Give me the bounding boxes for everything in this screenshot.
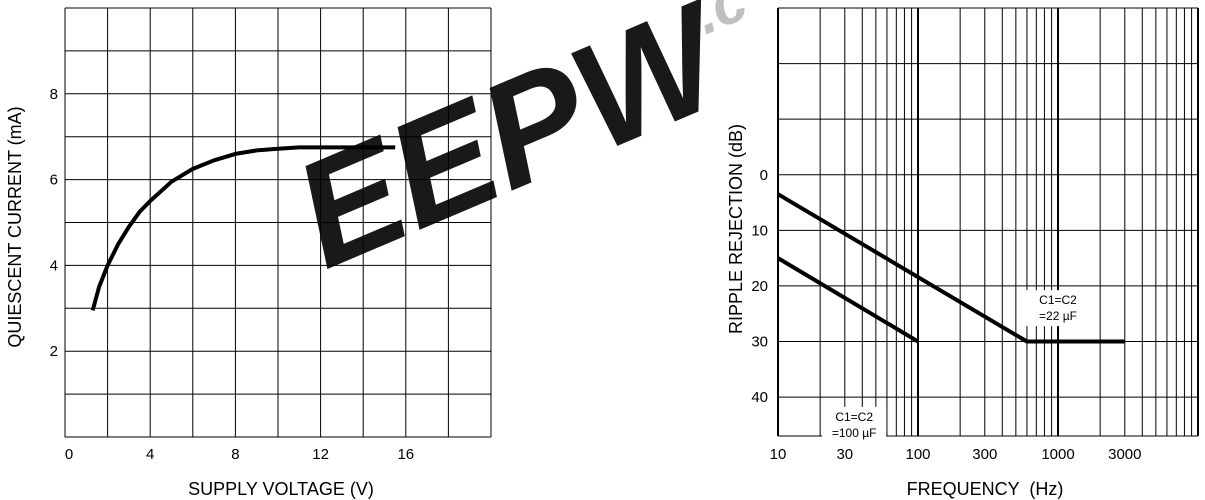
x-tick-label: 12 bbox=[312, 446, 329, 463]
chart1-tick-labels: 0 4 8 12 16 2 4 6 8 bbox=[50, 86, 414, 463]
y-tick-label: 0 bbox=[760, 167, 768, 184]
y-tick-label: 8 bbox=[50, 86, 58, 103]
x-tick-label: 1000 bbox=[1041, 446, 1074, 463]
x-tick-label: 300 bbox=[972, 446, 997, 463]
annotation-background bbox=[1026, 290, 1090, 327]
eepw-watermark: EEPW .c bbox=[272, 0, 756, 299]
annotation-label: =22 µF bbox=[1039, 309, 1077, 323]
y-tick-label: 20 bbox=[751, 278, 768, 295]
watermark-logo-text: EEPW bbox=[272, 0, 755, 299]
x-tick-label: 10 bbox=[770, 446, 787, 463]
chart2-grid bbox=[777, 7, 1199, 437]
y-tick-label: 6 bbox=[50, 172, 58, 189]
annotation-label: C1=C2 bbox=[1039, 293, 1077, 307]
x-tick-label: 30 bbox=[836, 446, 853, 463]
y-tick-label: 10 bbox=[751, 222, 768, 239]
y-tick-label: 4 bbox=[50, 257, 58, 274]
series-line bbox=[776, 256, 920, 344]
y-tick-label: 2 bbox=[50, 343, 58, 360]
chart2-xlabel: FREQUENCY (Hz) bbox=[907, 479, 1064, 499]
x-tick-label: 8 bbox=[231, 446, 239, 463]
chart1-ylabel: QUIESCENT CURRENT (mA) bbox=[5, 106, 25, 347]
y-tick-label: 40 bbox=[751, 389, 768, 406]
chart1-xlabel: SUPPLY VOLTAGE (V) bbox=[188, 479, 374, 499]
annotation-background bbox=[822, 406, 887, 443]
chart2-series bbox=[776, 192, 1125, 344]
y-tick-label: 30 bbox=[751, 334, 768, 351]
x-tick-label: 0 bbox=[65, 446, 73, 463]
chart1-series bbox=[90, 145, 396, 311]
quiescent-current-chart: 0 4 8 12 16 2 4 6 8 SUPPLY VOLTAGE (V) QUIESCENT… bbox=[5, 7, 492, 499]
x-tick-label: 4 bbox=[146, 446, 154, 463]
annotation-label: =100 µF bbox=[832, 426, 877, 440]
x-tick-label: 16 bbox=[397, 446, 414, 463]
chart2-ylabel: RIPPLE REJECTION (dB) bbox=[726, 124, 746, 334]
chart1-grid bbox=[64, 7, 492, 438]
chart2-annotations: C1=C2 =22 µF C1=C2 =100 µF bbox=[822, 290, 1090, 443]
x-tick-label: 100 bbox=[905, 446, 930, 463]
annotation-label: C1=C2 bbox=[835, 410, 873, 424]
chart2-tick-labels: 10 30 100 300 1000 3000 0 10 20 30 40 bbox=[751, 167, 1141, 463]
x-tick-label: 3000 bbox=[1108, 446, 1141, 463]
series-line bbox=[776, 192, 1125, 344]
series-line bbox=[90, 145, 396, 311]
